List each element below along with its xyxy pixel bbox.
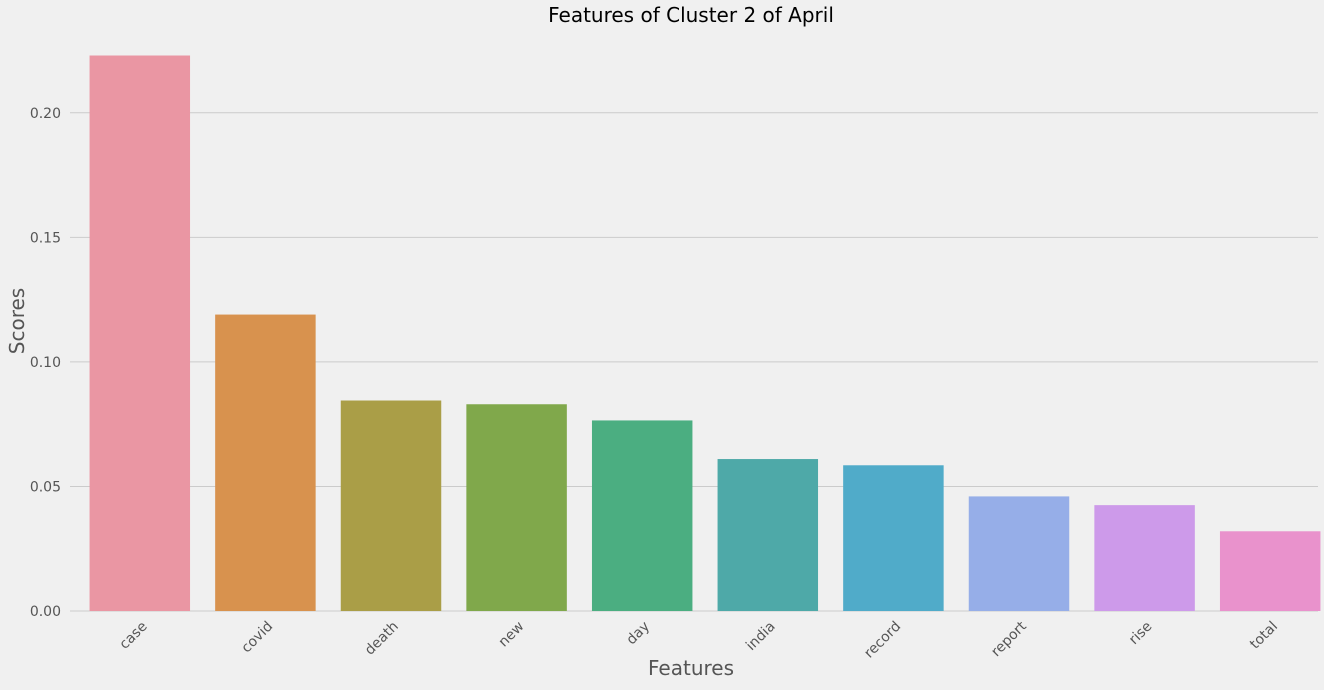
x-tick-label: rise: [1126, 619, 1155, 648]
bar-rise: [1094, 505, 1195, 611]
y-tick-label: 0.05: [30, 479, 61, 495]
x-tick-label: india: [743, 619, 778, 654]
x-tick-label: death: [362, 619, 402, 659]
bar-covid: [215, 314, 316, 611]
y-tick-label: 0.20: [30, 106, 61, 122]
chart-title: Features of Cluster 2 of April: [548, 3, 834, 27]
bar-new: [466, 404, 567, 611]
x-tick-label: case: [117, 619, 151, 653]
bar-india: [717, 459, 819, 611]
bar-record: [843, 465, 944, 611]
bar-day: [591, 420, 693, 611]
x-axis-label: Features: [648, 656, 734, 680]
y-tick-label: 0.15: [30, 230, 61, 246]
bar-death: [340, 400, 442, 611]
y-axis-label: Scores: [5, 288, 29, 354]
x-tick-label: new: [496, 619, 528, 651]
x-tick-label: report: [988, 618, 1030, 660]
bar-total: [1219, 531, 1321, 611]
x-tick-label: total: [1247, 619, 1281, 653]
bars: [89, 55, 1321, 611]
x-tick-labels: case covid death new day india record report ris…: [117, 618, 1281, 661]
x-tick-label: record: [861, 619, 904, 662]
bar-case: [89, 55, 191, 611]
x-tick-label: day: [623, 619, 653, 649]
x-tick-label: covid: [239, 619, 277, 657]
y-tick-labels: 0.00 0.05 0.10 0.15 0.20: [30, 106, 61, 620]
y-tick-label: 0.10: [30, 355, 61, 371]
bar-report: [968, 496, 1070, 611]
y-tick-label: 0.00: [30, 604, 61, 620]
